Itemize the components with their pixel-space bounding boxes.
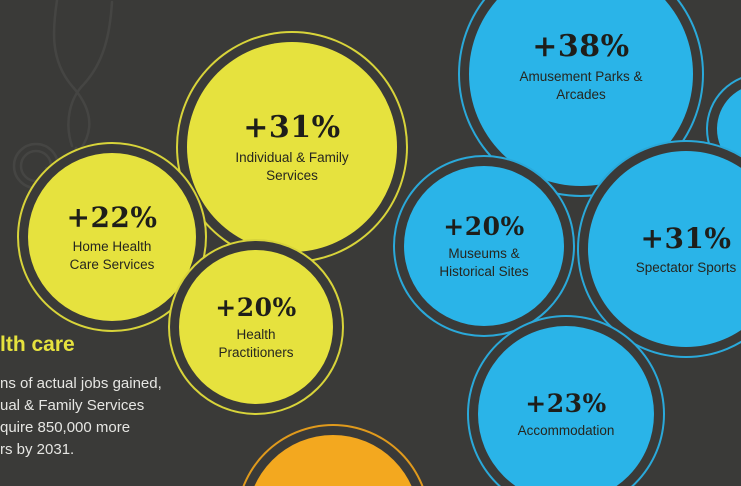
bubble-label: Accommodation — [517, 422, 615, 438]
bubble-partial-bottom-edge — [247, 435, 419, 486]
bubble-health-practitioners: +20% Health Practitioners — [179, 250, 333, 404]
bubble-label: Spectator Sports — [635, 259, 737, 275]
bubble-individual-family-services: +31% Individual & Family Services — [187, 42, 397, 252]
bubble-percent: +20% — [215, 292, 297, 322]
stethoscope-icon — [12, 0, 114, 190]
caption-heading: lth care — [0, 333, 75, 356]
bubble-accommodation: +23% Accommodation — [478, 326, 654, 486]
bubble-percent: +31% — [640, 221, 732, 255]
caption-line: rs by 2031. — [0, 441, 75, 458]
bubble-label: Amusement Parks & Arcades — [519, 68, 643, 102]
bubble-percent: +31% — [243, 109, 341, 145]
caption-line: ual & Family Services — [0, 397, 145, 414]
bubble-spectator-sports: +31% Spectator Sports — [588, 151, 741, 347]
bubble-museums-historical-sites: +20% Museums & Historical Sites — [404, 166, 564, 326]
caption-line: quire 850,000 more — [0, 419, 131, 436]
bubble-label: Individual & Family Services — [235, 149, 349, 183]
bubble-percent: +22% — [66, 200, 158, 234]
bubble-label: Museums & Historical Sites — [439, 245, 529, 279]
caption-block: lth care ns of actual jobs gained, ual &… — [0, 333, 162, 461]
bubble-percent: +23% — [525, 388, 607, 418]
bubble-label: Home Health Care Services — [69, 238, 155, 272]
caption-line: ns of actual jobs gained, — [0, 375, 162, 392]
bubble-home-health-care-services: +22% Home Health Care Services — [28, 153, 196, 321]
bubble-label: Health Practitioners — [218, 326, 294, 360]
bubble-percent: +20% — [443, 211, 525, 241]
bubble-percent: +38% — [532, 28, 630, 64]
